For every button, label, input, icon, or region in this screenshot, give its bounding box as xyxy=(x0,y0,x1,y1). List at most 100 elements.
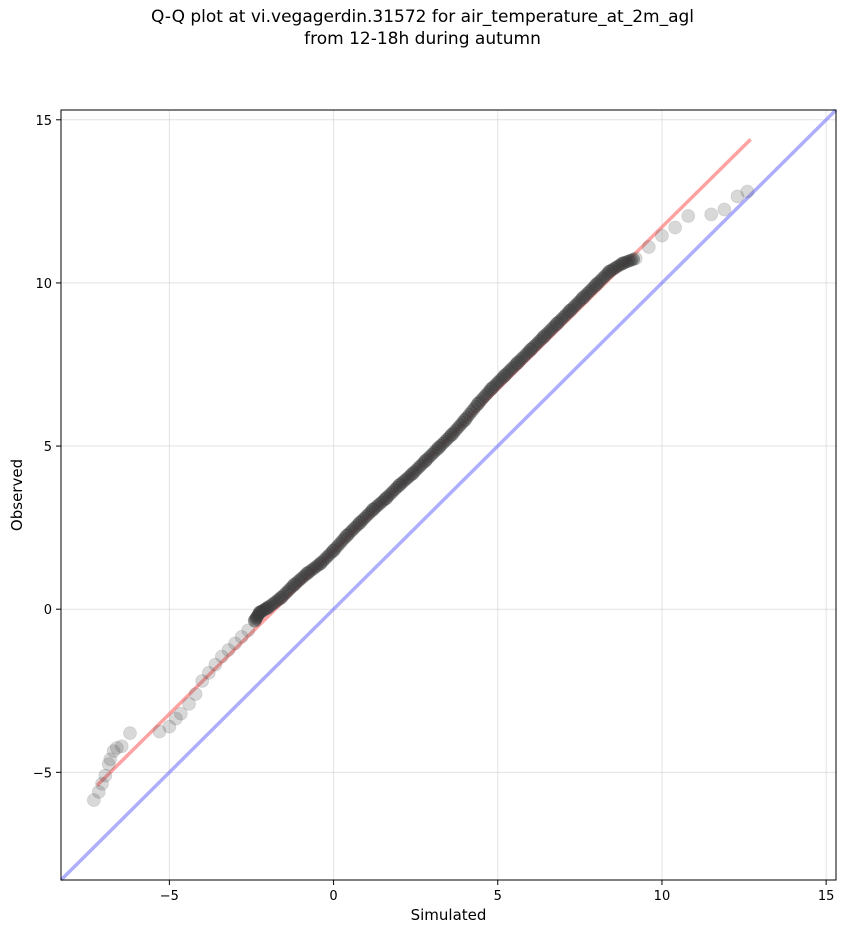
quantile-point xyxy=(473,394,487,408)
quantile-point xyxy=(641,240,656,254)
quantile-point xyxy=(276,589,290,603)
quantile-point xyxy=(471,396,485,411)
quantile-point xyxy=(408,465,422,479)
quantile-point xyxy=(480,387,494,401)
quantile-point xyxy=(368,501,382,515)
quantile-point xyxy=(267,596,281,610)
quantile-point xyxy=(333,536,347,550)
quantile-point xyxy=(574,293,588,307)
quantile-point xyxy=(352,515,367,530)
quantile-point xyxy=(357,511,371,525)
quantile-point xyxy=(95,776,109,791)
quantile-point xyxy=(464,405,478,419)
quantile-point xyxy=(587,280,601,294)
quantile-point xyxy=(467,402,481,416)
quantile-point xyxy=(502,365,516,379)
quantile-point xyxy=(326,543,341,558)
quantile-point xyxy=(589,277,604,292)
quantile-point xyxy=(311,558,325,572)
quantile-point xyxy=(478,389,492,403)
quantile-point xyxy=(495,371,509,385)
quantile-point xyxy=(414,458,428,472)
quantile-point xyxy=(475,392,489,406)
quantile-point xyxy=(486,380,500,394)
quantile-point xyxy=(704,207,719,222)
quantile-point xyxy=(381,489,395,503)
quantile-point xyxy=(545,321,559,335)
quantile-point xyxy=(613,258,627,272)
quantile-point xyxy=(530,336,544,350)
quantile-point xyxy=(322,548,336,562)
quantile-point xyxy=(425,447,439,461)
quantile-point xyxy=(379,491,394,506)
y-axis-label: Observed xyxy=(8,459,26,531)
quantile-point xyxy=(103,752,118,767)
y-ticks: −5 0 5 10 15 xyxy=(33,114,61,781)
quantile-point xyxy=(263,599,277,613)
quantile-point xyxy=(313,556,328,571)
y-tick-label: 10 xyxy=(35,277,52,292)
quantile-point xyxy=(101,757,116,772)
quantile-point xyxy=(260,601,274,615)
quantile-point xyxy=(585,282,599,296)
quantile-point xyxy=(318,552,332,566)
quantile-point xyxy=(123,726,137,741)
quantile-point xyxy=(392,478,407,493)
quantile-point xyxy=(283,582,297,596)
quantile-point xyxy=(383,487,397,501)
quantile-point xyxy=(526,341,540,355)
quantile-point xyxy=(541,325,555,339)
quantile-point xyxy=(510,355,525,370)
plot-frame xyxy=(60,109,837,881)
x-tick-label: 5 xyxy=(494,889,502,904)
quantile-point xyxy=(208,657,223,672)
quantile-point xyxy=(591,275,605,289)
quantile-point xyxy=(418,453,433,468)
x-tick-label: 0 xyxy=(329,889,337,904)
one-to-one-line xyxy=(59,108,838,882)
quantile-point xyxy=(106,744,121,759)
quantile-point xyxy=(338,531,352,545)
quantile-point xyxy=(454,418,468,432)
quantile-point xyxy=(152,724,167,739)
quantile-point xyxy=(655,228,669,243)
quantile-point xyxy=(386,485,400,499)
reference-line xyxy=(59,108,838,882)
quantile-point xyxy=(298,568,312,582)
quantile-point xyxy=(285,580,299,594)
quantile-point xyxy=(270,594,284,608)
quantile-point xyxy=(615,256,630,271)
chart-title: Q-Q plot at vi.vegagerdin.31572 for air_… xyxy=(150,7,695,49)
quantile-point xyxy=(570,297,584,311)
quantile-point xyxy=(254,605,268,619)
quantile-point xyxy=(528,338,542,352)
quantile-point xyxy=(390,480,404,494)
quantile-point xyxy=(274,590,288,605)
quantile-point xyxy=(462,408,476,422)
quantile-point xyxy=(444,427,459,442)
quantile-point xyxy=(272,592,286,606)
quantile-point xyxy=(532,334,546,348)
quantile-point xyxy=(182,696,196,711)
quantile-point xyxy=(740,184,755,199)
quantile-point xyxy=(517,349,531,363)
quantile-point xyxy=(554,312,568,326)
quantile-point xyxy=(399,473,413,487)
quantile-point xyxy=(523,342,538,357)
quantile-point xyxy=(278,586,292,600)
quantile-point xyxy=(596,271,610,285)
quantile-point xyxy=(316,554,330,568)
quantile-point xyxy=(329,541,343,555)
quantile-point xyxy=(536,329,551,344)
quantile-point xyxy=(594,273,608,287)
quantile-point xyxy=(331,539,345,553)
quantile-point xyxy=(482,384,496,398)
quantile-point xyxy=(109,740,124,755)
quantile-point xyxy=(366,502,380,517)
quantile-point xyxy=(251,608,265,622)
quantile-point xyxy=(624,253,638,267)
quantile-point xyxy=(427,445,441,459)
quantile-point xyxy=(401,471,415,485)
quantile-point xyxy=(98,768,113,783)
quantile-point xyxy=(91,785,106,799)
